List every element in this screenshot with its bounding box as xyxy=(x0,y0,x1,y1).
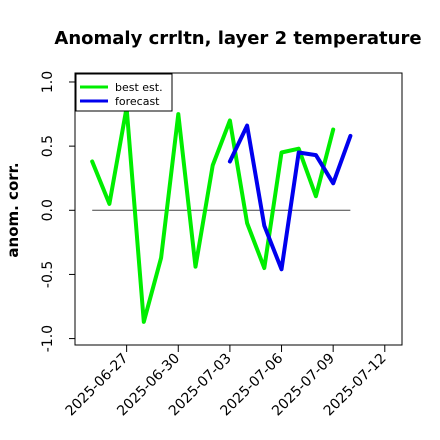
legend: best est. forecast xyxy=(75,73,173,112)
series-layer xyxy=(90,105,353,324)
series-line-1 xyxy=(227,123,353,272)
series-0-point-10 xyxy=(262,266,266,270)
series-1-point-6 xyxy=(331,181,335,185)
series-0-point-9 xyxy=(245,221,249,225)
series-0-point-12 xyxy=(297,147,301,151)
series-0-point-5 xyxy=(176,112,180,116)
chart-title: Anomaly crrltn, layer 2 temperature xyxy=(54,28,421,49)
y-tick-label-3: 0.5 xyxy=(40,135,56,157)
series-0-point-1 xyxy=(107,202,111,206)
series-1-point-1 xyxy=(245,124,249,128)
series-1-point-4 xyxy=(297,151,301,155)
y-tick-label-0: -1.0 xyxy=(40,325,56,352)
series-1-point-3 xyxy=(280,267,284,271)
series-0-point-0 xyxy=(90,160,94,164)
series-1-point-0 xyxy=(228,160,232,164)
series-0-point-13 xyxy=(314,194,318,198)
x-axis: 2025-06-272025-06-302025-07-032025-07-06… xyxy=(63,345,390,419)
y-tick-label-2: 0.0 xyxy=(40,199,56,221)
series-0-point-4 xyxy=(159,256,163,260)
y-axis: -1.0 -0.5 0.0 0.5 1.0 xyxy=(40,71,75,352)
series-0-point-7 xyxy=(211,163,215,167)
legend-box xyxy=(75,73,173,112)
series-0-point-3 xyxy=(142,320,146,324)
y-axis-label: anom. corr. xyxy=(4,162,22,257)
plot-area xyxy=(74,72,403,346)
series-1-point-5 xyxy=(314,153,318,157)
series-1-point-7 xyxy=(348,134,352,138)
series-1-point-2 xyxy=(262,224,266,228)
series-0-point-6 xyxy=(193,265,197,269)
legend-label-best-est: best est. xyxy=(115,81,163,94)
series-0-point-8 xyxy=(228,118,232,122)
series-0-point-11 xyxy=(280,151,284,155)
series-line-0 xyxy=(90,105,336,324)
y-tick-label-4: 1.0 xyxy=(40,71,56,93)
series-0-point-14 xyxy=(331,127,335,131)
y-tick-label-1: -0.5 xyxy=(40,261,56,288)
legend-label-forecast: forecast xyxy=(115,95,160,108)
